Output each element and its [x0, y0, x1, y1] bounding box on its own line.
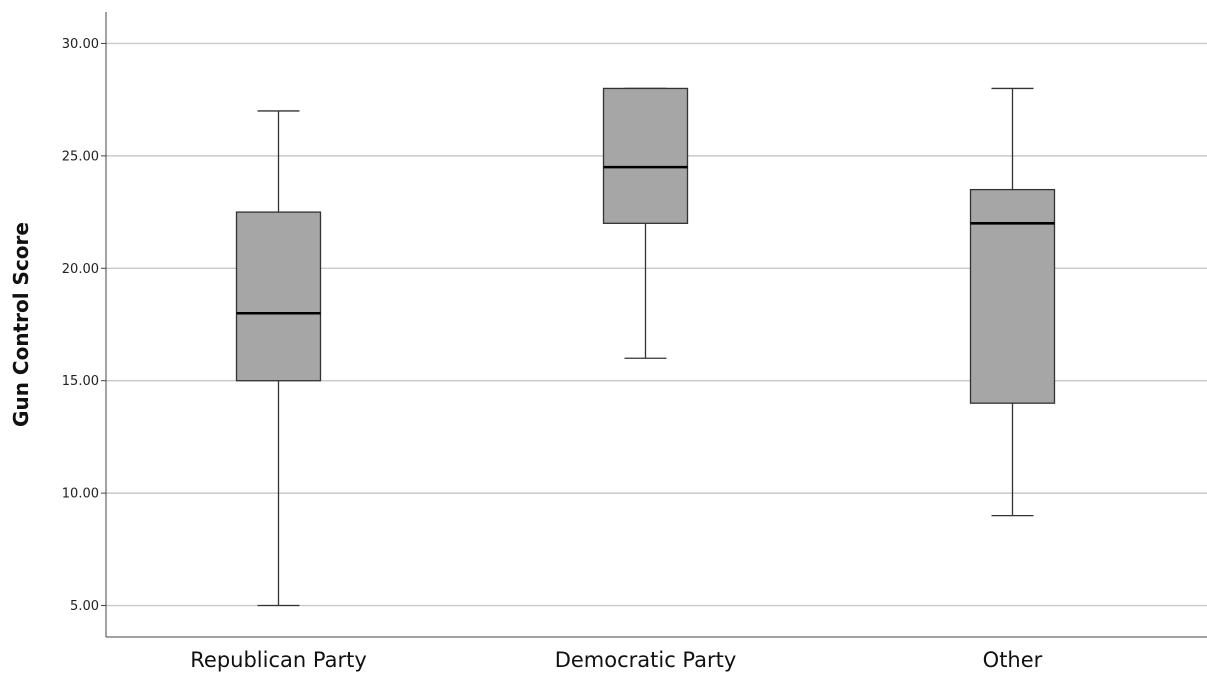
boxes — [235, 87, 1056, 607]
box-group — [602, 87, 689, 359]
y-tick-label: 20.00 — [62, 262, 99, 277]
y-tick-label: 5.00 — [70, 599, 99, 614]
category-labels: Republican Party Democratic Party Other — [190, 648, 1042, 672]
box-group — [969, 87, 1056, 517]
iqr-box — [602, 87, 689, 224]
box-group — [235, 110, 322, 607]
x-category-label: Democratic Party — [555, 648, 737, 672]
y-tick-label: 10.00 — [62, 487, 99, 502]
y-tick-label: 25.00 — [62, 149, 99, 164]
x-category-label: Republican Party — [190, 648, 367, 672]
y-tick-label: 15.00 — [62, 374, 99, 389]
y-tick-label: 30.00 — [62, 37, 99, 52]
axes — [105, 12, 1207, 638]
y-tick-labels: 5.00 10.00 15.00 20.00 25.00 30.00 — [62, 37, 99, 614]
iqr-box — [235, 211, 322, 382]
iqr-box — [969, 188, 1056, 404]
x-category-label: Other — [983, 648, 1043, 672]
y-axis-title: Gun Control Score — [9, 222, 33, 427]
